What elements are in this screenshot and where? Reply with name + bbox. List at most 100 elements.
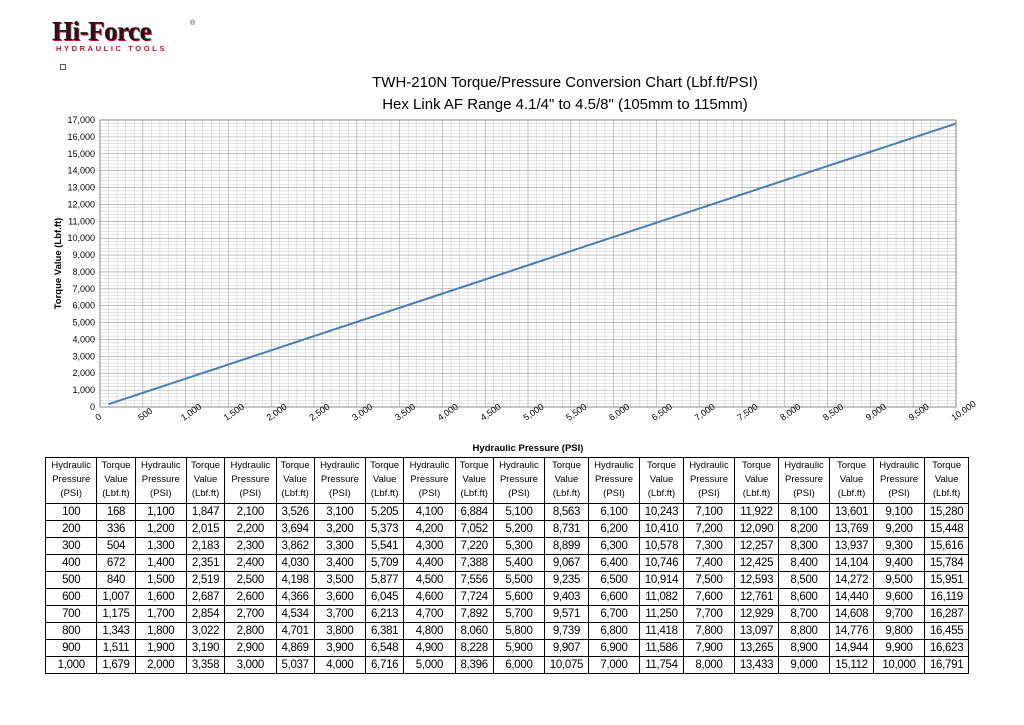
table-row: 800 1,343 1,800 3,022 2,800 4,701 3,800 6,381 4,… xyxy=(44,622,969,640)
table-row: 500 840 1,500 2,519 2,500 4,198 3,500 5,877 4,50… xyxy=(44,571,969,589)
torque-cell: 16,791 xyxy=(924,656,969,674)
torque-cell: 11,418 xyxy=(639,622,684,640)
table-row: 100 168 1,100 1,847 2,100 3,526 3,100 5,205 4,10… xyxy=(44,503,969,521)
table-row: 200 336 1,200 2,015 2,200 3,694 3,200 5,373 4,20… xyxy=(44,520,969,538)
torque-cell: 13,097 xyxy=(734,622,779,640)
pressure-cell: 7,900 xyxy=(682,639,736,657)
pressure-cell: 6,000 xyxy=(492,656,546,674)
pressure-cell: 6,500 xyxy=(587,571,641,589)
torque-cell: 6,381 xyxy=(365,622,405,640)
torque-cell: 4,366 xyxy=(275,588,315,606)
header-pressure: Hydraulic xyxy=(492,457,546,473)
pressure-cell: 3,900 xyxy=(313,639,367,657)
torque-cell: 15,112 xyxy=(829,656,874,674)
pressure-cell: 5,900 xyxy=(492,639,546,657)
table-row: 1,000 1,679 2,000 3,358 3,000 5,037 4,000 6,716… xyxy=(44,656,969,674)
pressure-cell: 1,200 xyxy=(134,520,188,538)
pressure-cell: 9,600 xyxy=(872,588,926,606)
series-line xyxy=(108,122,957,406)
torque-cell: 6,884 xyxy=(454,503,494,521)
y-tick-label: 10,000 xyxy=(67,233,95,243)
pressure-cell: 4,000 xyxy=(313,656,367,674)
torque-cell: 16,455 xyxy=(924,622,969,640)
header-pressure: Hydraulic xyxy=(403,457,456,473)
y-tick-label: 17,000 xyxy=(67,115,95,125)
torque-cell: 11,250 xyxy=(639,605,684,623)
pressure-cell: 2,300 xyxy=(224,537,277,555)
torque-cell: 7,892 xyxy=(454,605,494,623)
torque-cell: 14,608 xyxy=(829,605,874,623)
torque-cell: 7,388 xyxy=(454,554,494,572)
y-tick-label: 1,000 xyxy=(72,385,95,395)
pressure-cell: 4,700 xyxy=(403,605,456,623)
pressure-cell: 3,000 xyxy=(224,656,277,674)
pressure-cell: 8,900 xyxy=(777,639,831,657)
pressure-cell: 1,400 xyxy=(134,554,188,572)
pressure-cell: 9,200 xyxy=(872,520,926,538)
header-pressure: Pressure xyxy=(872,473,926,487)
pressure-cell: 7,600 xyxy=(682,588,736,606)
torque-cell: 8,396 xyxy=(454,656,494,674)
pressure-cell: 1,000 xyxy=(44,656,98,674)
torque-cell: 2,351 xyxy=(185,554,226,572)
header-torque: Torque xyxy=(275,457,315,473)
x-axis-label: Hydraulic Pressure (PSI) xyxy=(473,443,584,454)
pressure-cell: 3,300 xyxy=(313,537,367,555)
pressure-cell: 8,800 xyxy=(777,622,831,640)
header-torque: Value xyxy=(829,473,874,487)
pressure-cell: 6,600 xyxy=(587,588,641,606)
pressure-cell: 7,300 xyxy=(682,537,736,555)
x-tick-label: 9,000 xyxy=(864,402,888,423)
pressure-cell: 9,400 xyxy=(872,554,926,572)
x-tick-label: 1,500 xyxy=(222,402,246,423)
header-torque: (Lbf.ft) xyxy=(365,487,405,504)
header-pressure: Hydraulic xyxy=(872,457,926,473)
pressure-cell: 100 xyxy=(44,503,98,521)
logo-subtitle: HYDRAULIC TOOLS xyxy=(56,44,167,53)
torque-cell: 6,213 xyxy=(365,605,405,623)
torque-cell: 7,724 xyxy=(454,588,494,606)
header-torque: (Lbf.ft) xyxy=(924,487,969,504)
y-axis-label: Torque Value (Lbf.ft) xyxy=(53,218,64,310)
header-torque: (Lbf.ft) xyxy=(544,487,589,504)
header-torque: (Lbf.ft) xyxy=(96,487,136,504)
header-torque: Torque xyxy=(365,457,405,473)
header-pressure: (PSI) xyxy=(777,487,831,504)
torque-cell: 10,914 xyxy=(639,571,684,589)
torque-cell: 5,037 xyxy=(275,656,315,674)
y-tick-label: 8,000 xyxy=(72,267,95,277)
pressure-cell: 3,100 xyxy=(313,503,367,521)
pressure-cell: 5,200 xyxy=(492,520,546,538)
torque-cell: 3,358 xyxy=(185,656,226,674)
torque-cell: 5,205 xyxy=(365,503,405,521)
header-pressure: (PSI) xyxy=(224,487,277,504)
torque-cell: 4,869 xyxy=(275,639,315,657)
torque-cell: 7,556 xyxy=(454,571,494,589)
pressure-cell: 2,100 xyxy=(224,503,277,521)
x-tick-label: 1,000 xyxy=(179,402,203,423)
pressure-cell: 7,200 xyxy=(682,520,736,538)
pressure-cell: 1,500 xyxy=(134,571,188,589)
pressure-cell: 4,600 xyxy=(403,588,456,606)
torque-cell: 8,899 xyxy=(544,537,589,555)
torque-cell: 11,586 xyxy=(639,639,684,657)
header-row: Hydraulic Torque Hydraulic Torque Hydraulic T… xyxy=(44,457,969,473)
pressure-cell: 9,100 xyxy=(872,503,926,521)
header-torque: Value xyxy=(639,473,684,487)
header-torque: Torque xyxy=(544,457,589,473)
x-tick-label: 4,000 xyxy=(436,402,460,423)
torque-cell: 11,082 xyxy=(639,588,684,606)
pressure-cell: 5,700 xyxy=(492,605,546,623)
pressure-cell: 1,900 xyxy=(134,639,188,657)
x-tick-label: 6,000 xyxy=(607,402,631,423)
pressure-cell: 8,500 xyxy=(777,571,831,589)
torque-cell: 11,922 xyxy=(734,503,779,521)
torque-cell: 2,183 xyxy=(185,537,226,555)
pressure-cell: 6,400 xyxy=(587,554,641,572)
header-torque: Torque xyxy=(734,457,779,473)
torque-pressure-chart: 0 1,000 2,000 3,000 4,000 5,000 6,000 7,000 8,00… xyxy=(53,115,978,454)
torque-cell: 10,243 xyxy=(639,503,684,521)
pressure-cell: 3,700 xyxy=(313,605,367,623)
header-pressure: Hydraulic xyxy=(777,457,831,473)
torque-cell: 5,877 xyxy=(365,571,405,589)
